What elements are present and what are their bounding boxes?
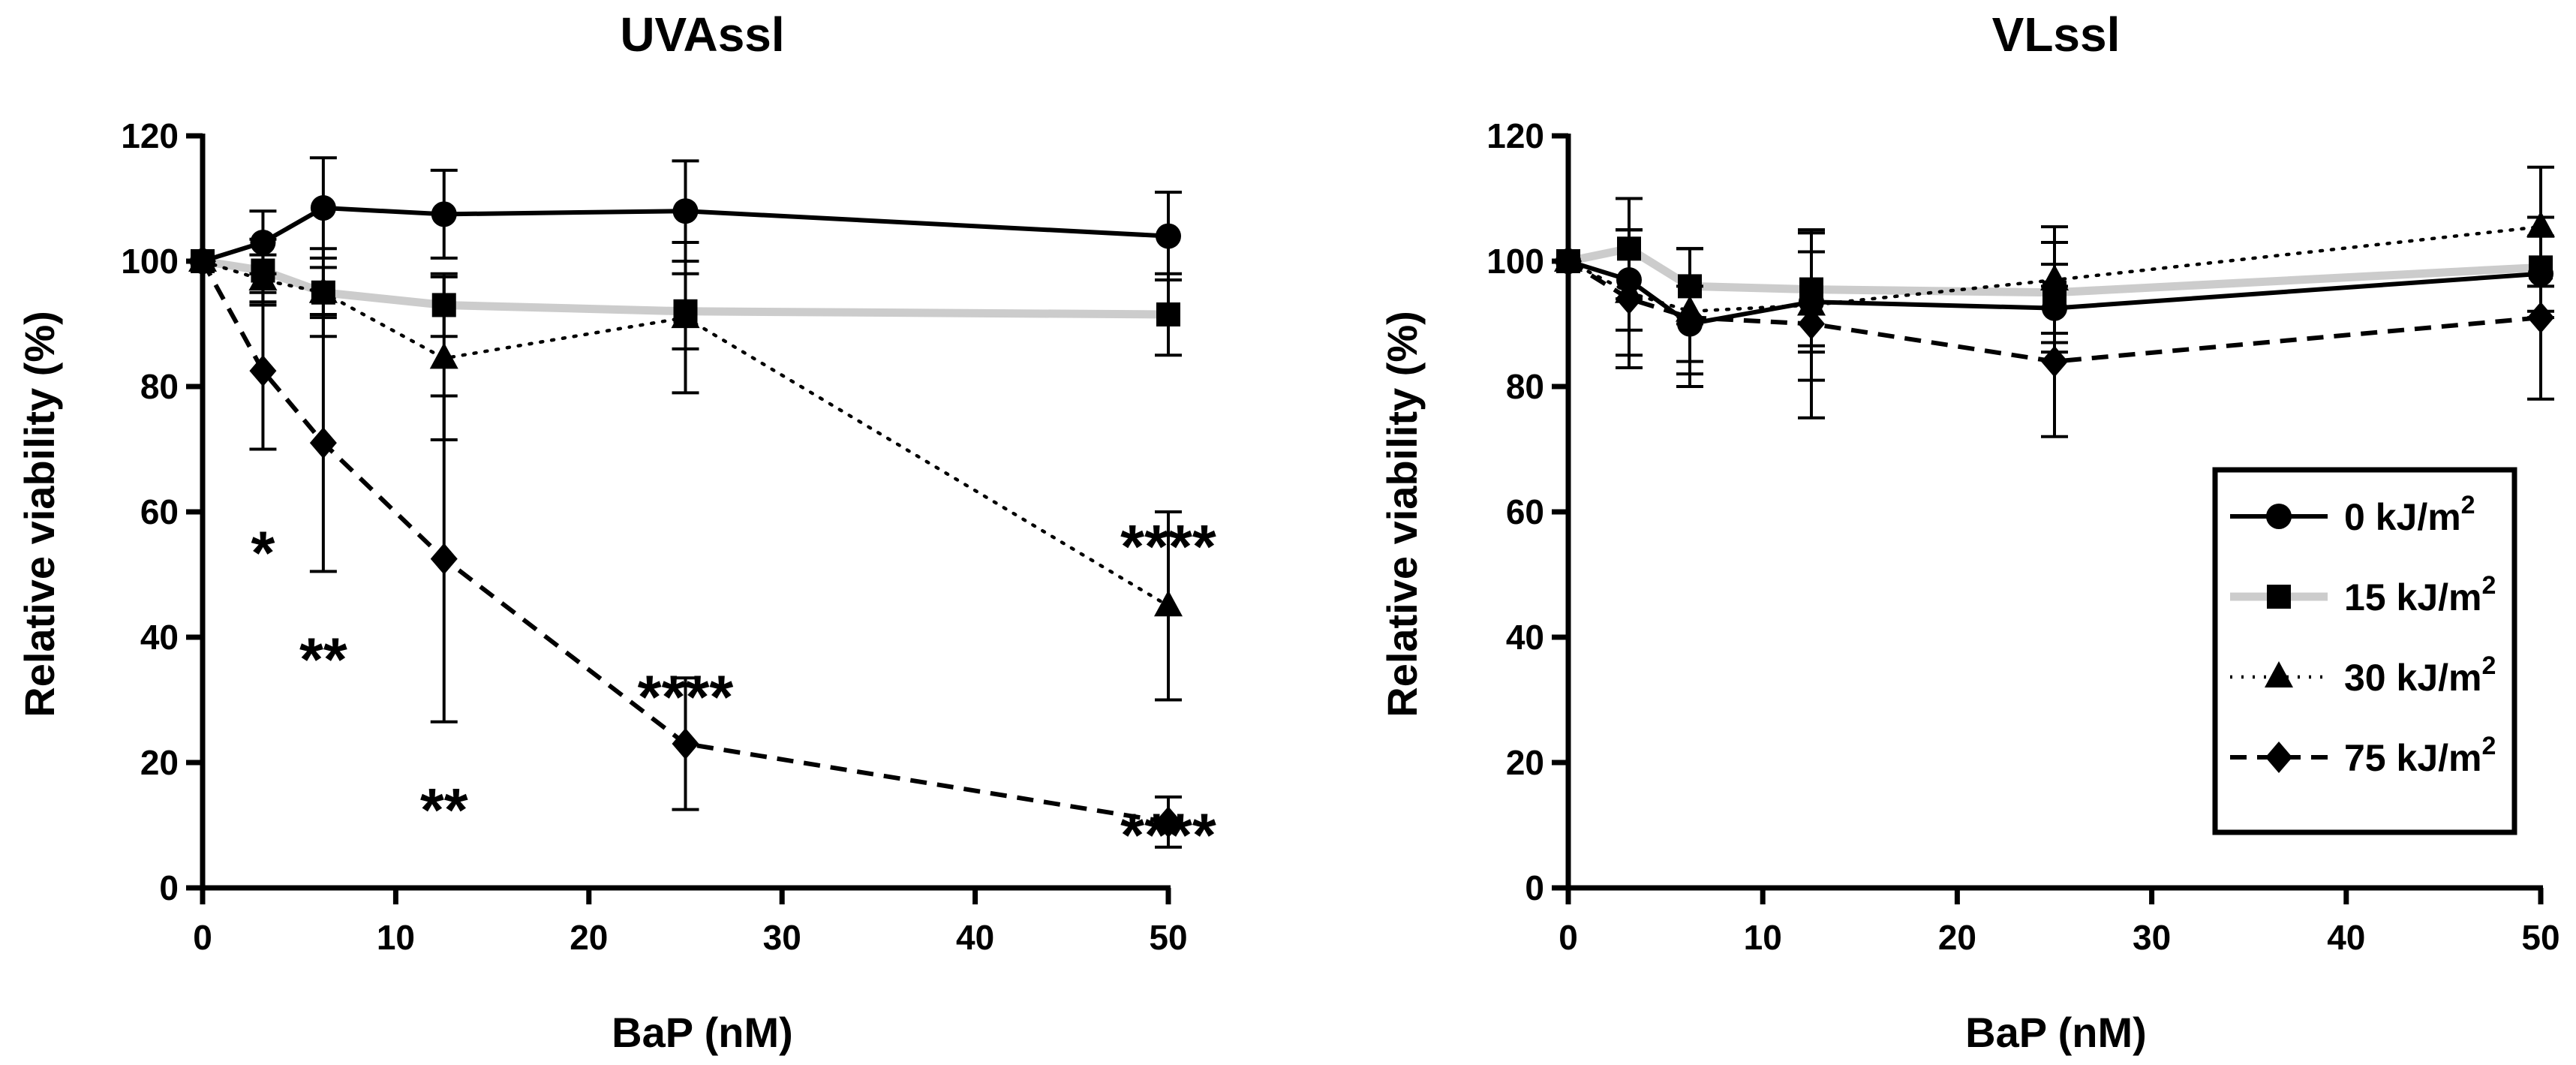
vlssl-series-30-kj-m2-line [1566, 224, 2543, 314]
vlssl-series-75-kj-m2-point [1676, 302, 1703, 334]
uvassl-significance-label: * [251, 519, 275, 588]
vlssl-y-tick-label: 100 [1486, 242, 1544, 281]
uvassl-significance-label: ** [299, 626, 347, 694]
uvassl-series-30-kj-m2-point [671, 302, 700, 329]
vlssl-series-30-kj-m2-point [2526, 211, 2555, 238]
uvassl-x-axis-label: BaP (nM) [612, 1009, 793, 1056]
uvassl-x-tick-label: 0 [193, 918, 212, 957]
vlssl-series-75-kj-m2-point [2527, 302, 2554, 334]
uvassl-series-75-kj-m2 [189, 245, 1182, 849]
uvassl-series-30-kj-m2-point [429, 342, 458, 369]
legend-marker-diamond [2265, 742, 2292, 773]
uvassl-y-tick-label: 80 [140, 367, 179, 406]
uvassl-series-30-kj-m2-point [248, 264, 278, 291]
uvassl-annotations: ***************** [251, 513, 1216, 870]
uvassl-significance-label: ** [420, 776, 468, 844]
uvassl-significance-label: **** [1120, 802, 1216, 870]
legend-label-text: 75 kJ/m [2344, 737, 2481, 779]
uvassl-series-0-kj-m2-point [310, 195, 336, 221]
vlssl-x-tick-label: 10 [1744, 918, 1782, 957]
uvassl-series-30-kj-m2 [188, 240, 1183, 702]
uvassl-series-75-kj-m2-point [1155, 806, 1182, 838]
legend-label-text: 15 kJ/m [2344, 576, 2481, 618]
legend-entry-2: 15 kJ/m2 [2230, 571, 2496, 618]
legend-entry-4: 75 kJ/m2 [2230, 732, 2496, 779]
uvassl-x-tick-label: 10 [377, 918, 415, 957]
uvassl-y-axis-label: Relative viability (%) [16, 311, 63, 718]
vlssl-y-tick-label: 60 [1506, 492, 1544, 531]
legend-entry-1: 0 kJ/m2 [2230, 491, 2475, 538]
legend-entry-3: 30 kJ/m2 [2230, 651, 2496, 699]
uvassl-series-75-kj-m2-point [309, 427, 337, 459]
vlssl-x-axis-label: BaP (nM) [1965, 1009, 2147, 1056]
legend-marker-triangle [2265, 661, 2293, 687]
uvassl-y-tick-label: 60 [140, 492, 179, 531]
legend-label-superscript: 2 [2481, 571, 2496, 600]
legend-label-superscript: 2 [2481, 732, 2496, 760]
uvassl-x-tick-label: 40 [956, 918, 994, 957]
uvassl-chart-title: UVAssl [620, 8, 784, 62]
uvassl-significance-label: **** [638, 663, 734, 732]
vlssl-x-tick-label: 20 [1938, 918, 1976, 957]
uvassl-series-30-kj-m2-line [200, 259, 1171, 608]
vlssl-x-tick-label: 0 [1559, 918, 1578, 957]
uvassl-series-15-kj-m2-point [1156, 302, 1180, 326]
vlssl-series-75-kj-m2-line [1567, 259, 2541, 364]
uvassl-series-30-kj-m2-point [1154, 590, 1183, 617]
legend-label: 15 kJ/m2 [2344, 571, 2496, 618]
vlssl-y-axis-label: Relative viability (%) [1378, 311, 1426, 718]
vlssl-y-tick-label: 80 [1506, 367, 1544, 406]
uvassl-y-tick-label: 100 [121, 242, 179, 281]
vlssl-series-75-kj-m2-point [1555, 245, 1582, 277]
legend-box [2212, 467, 2517, 835]
vlssl-y-tick-label: 120 [1486, 116, 1544, 155]
vlssl-series-75-kj-m2-point [1798, 308, 1825, 340]
uvassl-x-tick-label: 30 [763, 918, 801, 957]
legend-label-text: 0 kJ/m [2344, 496, 2461, 538]
uvassl-significance-label: **** [1120, 513, 1216, 582]
uvassl-series-30-kj-m2-point [308, 276, 338, 303]
uvassl-series-0-kj-m2-point [250, 229, 276, 255]
legend-label-text: 30 kJ/m [2344, 657, 2481, 699]
vlssl-series-75-kj-m2-point [1616, 283, 1643, 315]
uvassl-series-75-kj-m2-point [672, 727, 699, 760]
uvassl-series-0-kj-m2-point [431, 201, 457, 227]
uvassl-series-75-kj-m2-line [200, 260, 1169, 825]
vlssl-x-tick-label: 50 [2521, 918, 2559, 957]
vlssl-y-tick-label: 40 [1506, 618, 1544, 657]
vlssl-series-75-kj-m2-point [2041, 345, 2068, 378]
uvassl-series-0-kj-m2-point [1156, 223, 1181, 249]
legend-label-superscript: 2 [2461, 491, 2475, 519]
uvassl-y-tick-label: 0 [159, 868, 179, 907]
vlssl-y-tick-label: 20 [1506, 743, 1544, 782]
legend-label: 30 kJ/m2 [2344, 651, 2496, 699]
vlssl-plot-area: 0 20 40 60 80 100 120 0 10 20 30 40 50 [1486, 116, 2559, 957]
legend-label: 0 kJ/m2 [2344, 491, 2475, 538]
legend-label: 75 kJ/m2 [2344, 732, 2496, 779]
vlssl-chart: VLssl BaP (nM) Relative viability (%) 0 2… [1378, 8, 2560, 1056]
vlssl-y-tick-label: 0 [1525, 868, 1544, 907]
uvassl-chart: UVAssl BaP (nM) Relative viability (%) 0… [16, 8, 1216, 1056]
uvassl-x-tick-label: 50 [1149, 918, 1187, 957]
uvassl-series-75-kj-m2-point [430, 543, 458, 575]
uvassl-x-tick-label: 20 [570, 918, 608, 957]
uvassl-series-75-kj-m2-point [249, 355, 277, 387]
uvassl-series-0-kj-m2-point [672, 198, 699, 224]
vlssl-x-tick-label: 40 [2327, 918, 2365, 957]
uvassl-series-75-kj-m2-point [189, 245, 216, 277]
legend-marker-circle [2266, 504, 2292, 529]
vlssl-series-75-kj-m2 [1555, 228, 2554, 438]
uvassl-y-tick-label: 40 [140, 618, 179, 657]
vlssl-series-30-kj-m2-point [2040, 264, 2069, 291]
legend-marker-square [2267, 585, 2291, 609]
vlssl-x-tick-label: 30 [2133, 918, 2171, 957]
uvassl-y-tick-label: 120 [121, 116, 179, 155]
uvassl-y-tick-label: 20 [140, 743, 179, 782]
vlssl-chart-title: VLssl [1992, 8, 2121, 62]
legend-label-superscript: 2 [2481, 651, 2496, 680]
